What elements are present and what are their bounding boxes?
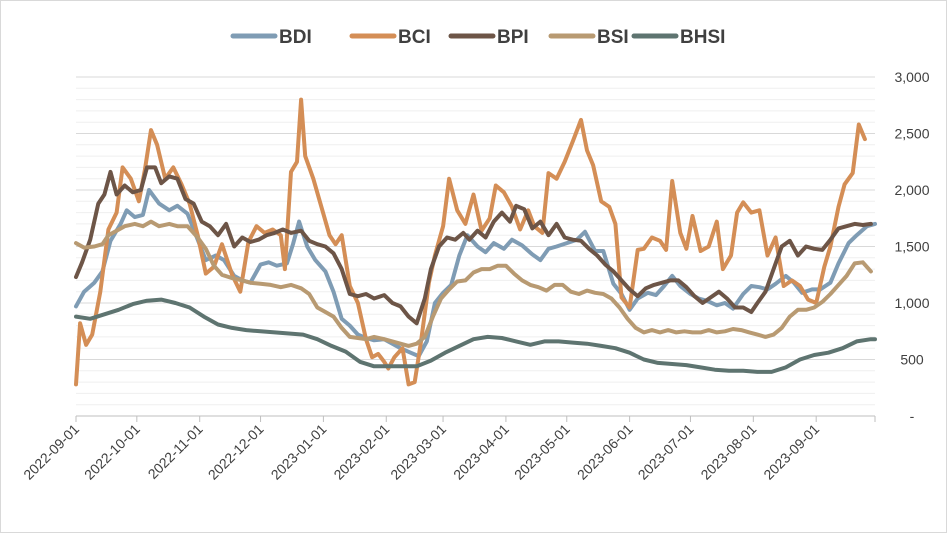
legend-label-bci: BCI — [398, 27, 431, 48]
gridlines — [76, 76, 875, 406]
legend: BDI BCI BPI BSI BHSI — [230, 27, 725, 48]
y-tick-label: 500 — [900, 352, 924, 368]
x-tick-label: 2023-03-01 — [387, 421, 449, 483]
x-tick-label: 2023-01-01 — [268, 421, 330, 483]
x-tick-label: 2022-10-01 — [81, 421, 143, 483]
x-tick-label: 2023-08-01 — [697, 421, 759, 483]
y-tick-label: - — [910, 408, 915, 424]
x-tick-label: 2023-05-01 — [511, 421, 573, 483]
y-tick-label: 1,000 — [894, 295, 929, 311]
x-tick-label: 2023-07-01 — [635, 421, 697, 483]
x-tick-label: 2023-02-01 — [330, 421, 392, 483]
y-tick-label: 1,500 — [894, 239, 929, 255]
series-lines — [74, 97, 877, 387]
legend-label-bsi: BSI — [597, 27, 629, 48]
x-tick-label: 2022-11-01 — [145, 421, 206, 482]
x-tick-label: 2023-09-01 — [760, 421, 822, 483]
y-tick-label: 2,500 — [894, 126, 929, 142]
x-tick-label: 2022-12-01 — [205, 421, 267, 483]
y-axis: - 500 1,000 1,500 2,000 2,500 3,000 — [894, 69, 929, 424]
series-line-bhsi — [74, 297, 877, 374]
series-line-bpi — [74, 165, 873, 326]
series-line-bci — [74, 97, 867, 387]
y-tick-label: 3,000 — [894, 69, 929, 85]
legend-label-bpi: BPI — [497, 27, 529, 48]
legend-label-bdi: BDI — [279, 27, 312, 48]
x-tick-label: 2023-06-01 — [574, 421, 636, 483]
series-line-bsi — [74, 219, 873, 348]
y-tick-label: 2,000 — [894, 182, 929, 198]
x-tick-label: 2022-09-01 — [20, 421, 82, 483]
x-tick-label: 2023-04-01 — [450, 421, 512, 483]
legend-label-bhsi: BHSI — [680, 27, 725, 48]
